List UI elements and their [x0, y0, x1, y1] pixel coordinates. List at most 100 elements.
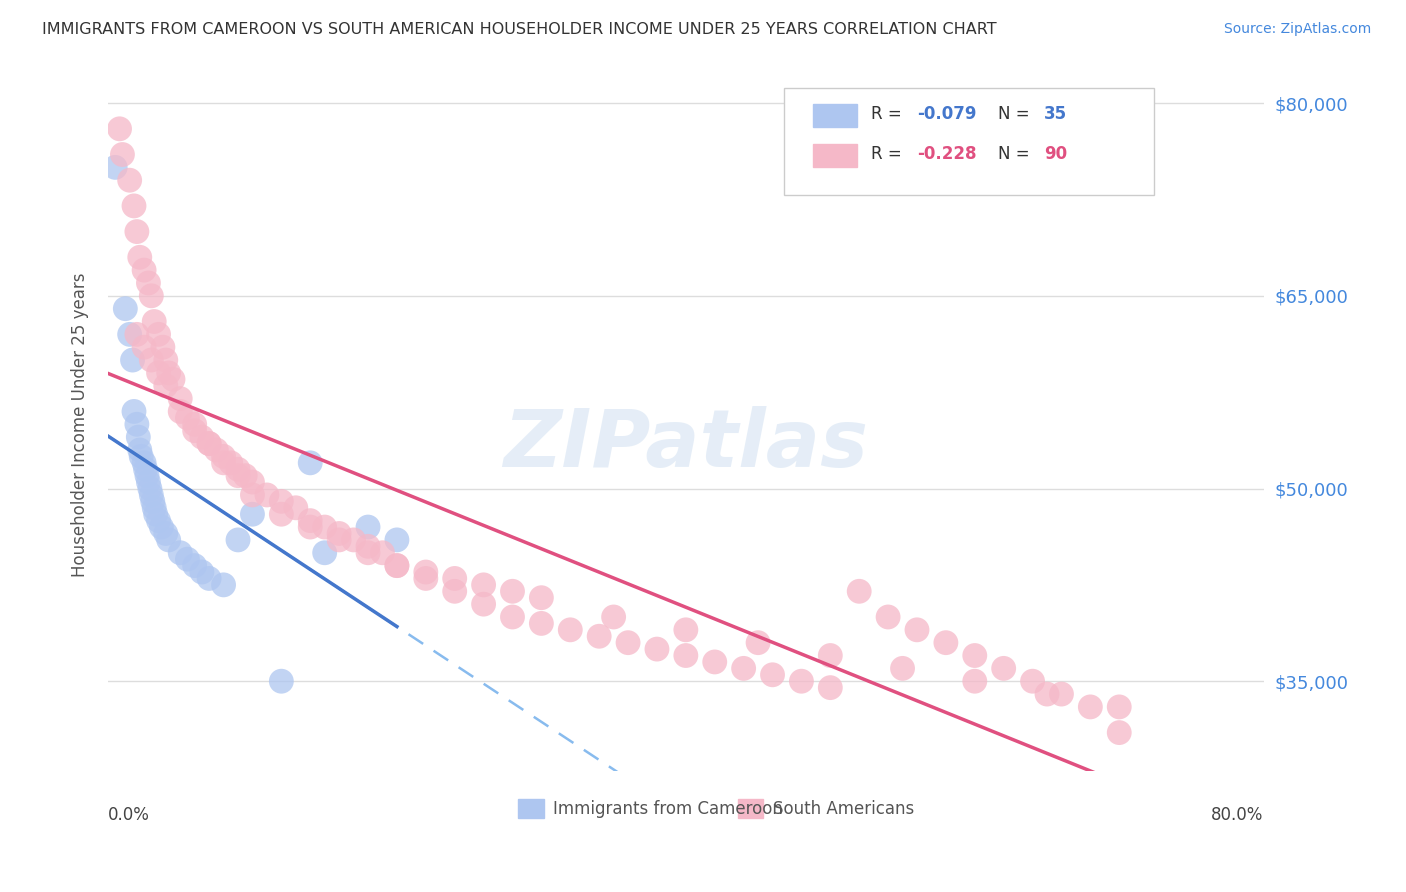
Point — [226, 462, 249, 476]
Point — [270, 494, 292, 508]
Point — [963, 674, 986, 689]
Point — [219, 456, 242, 470]
Point — [733, 661, 755, 675]
Point — [790, 674, 813, 689]
Text: IMMIGRANTS FROM CAMEROON VS SOUTH AMERICAN HOUSEHOLDER INCOME UNDER 25 YEARS COR: IMMIGRANTS FROM CAMEROON VS SOUTH AMERIC… — [42, 22, 997, 37]
Point — [1108, 725, 1130, 739]
Point — [191, 565, 214, 579]
Point — [141, 488, 163, 502]
Point — [226, 468, 249, 483]
Point — [198, 436, 221, 450]
Point — [155, 526, 177, 541]
Point — [502, 584, 524, 599]
Point — [121, 353, 143, 368]
Y-axis label: Householder Income Under 25 years: Householder Income Under 25 years — [72, 272, 89, 576]
Text: 35: 35 — [1045, 105, 1067, 123]
Point — [141, 289, 163, 303]
Point — [118, 173, 141, 187]
Point — [270, 674, 292, 689]
Point — [820, 648, 842, 663]
Point — [472, 578, 495, 592]
Point — [198, 571, 221, 585]
Point — [132, 340, 155, 354]
Point — [284, 500, 307, 515]
Point — [143, 500, 166, 515]
FancyBboxPatch shape — [813, 144, 856, 167]
Point — [138, 276, 160, 290]
Text: ZIPatlas: ZIPatlas — [503, 406, 869, 484]
Text: N =: N = — [998, 145, 1035, 163]
Text: Immigrants from Cameroon: Immigrants from Cameroon — [553, 799, 783, 818]
Point — [299, 456, 322, 470]
Point — [256, 488, 278, 502]
Point — [617, 635, 640, 649]
Text: -0.228: -0.228 — [917, 145, 977, 163]
Point — [1036, 687, 1059, 701]
Point — [104, 161, 127, 175]
Point — [415, 565, 437, 579]
Point — [129, 450, 152, 464]
Point — [183, 417, 205, 432]
Point — [328, 533, 350, 547]
Point — [205, 442, 228, 457]
Point — [385, 558, 408, 573]
Point — [357, 539, 380, 553]
Point — [145, 507, 167, 521]
Point — [993, 661, 1015, 675]
Point — [122, 404, 145, 418]
Point — [877, 610, 900, 624]
Point — [136, 468, 159, 483]
Text: N =: N = — [998, 105, 1035, 123]
Text: 90: 90 — [1045, 145, 1067, 163]
Point — [155, 378, 177, 392]
Point — [138, 475, 160, 489]
Point — [125, 417, 148, 432]
Point — [139, 482, 162, 496]
Point — [141, 353, 163, 368]
Point — [118, 327, 141, 342]
Point — [212, 456, 235, 470]
Point — [125, 327, 148, 342]
Point — [675, 623, 697, 637]
Point — [169, 404, 191, 418]
Point — [502, 610, 524, 624]
Point — [1050, 687, 1073, 701]
Point — [169, 392, 191, 406]
FancyBboxPatch shape — [519, 799, 544, 818]
Text: 80.0%: 80.0% — [1212, 805, 1264, 824]
Point — [645, 642, 668, 657]
FancyBboxPatch shape — [813, 103, 856, 127]
Point — [152, 340, 174, 354]
Point — [132, 263, 155, 277]
Point — [703, 655, 725, 669]
Point — [588, 629, 610, 643]
Point — [747, 635, 769, 649]
Point — [443, 584, 465, 599]
Point — [472, 597, 495, 611]
Point — [226, 533, 249, 547]
Point — [162, 372, 184, 386]
Point — [270, 507, 292, 521]
Point — [142, 494, 165, 508]
Point — [125, 225, 148, 239]
Point — [560, 623, 582, 637]
Point — [385, 558, 408, 573]
Point — [212, 450, 235, 464]
Point — [1078, 699, 1101, 714]
Point — [328, 526, 350, 541]
Point — [233, 468, 256, 483]
Point — [530, 591, 553, 605]
Point — [176, 410, 198, 425]
Point — [530, 616, 553, 631]
Point — [602, 610, 624, 624]
Point — [371, 546, 394, 560]
Point — [1021, 674, 1043, 689]
Point — [155, 353, 177, 368]
Point — [191, 430, 214, 444]
Point — [183, 558, 205, 573]
Point — [242, 475, 264, 489]
Point — [148, 366, 170, 380]
Point — [314, 546, 336, 560]
Point — [299, 514, 322, 528]
Point — [675, 648, 697, 663]
